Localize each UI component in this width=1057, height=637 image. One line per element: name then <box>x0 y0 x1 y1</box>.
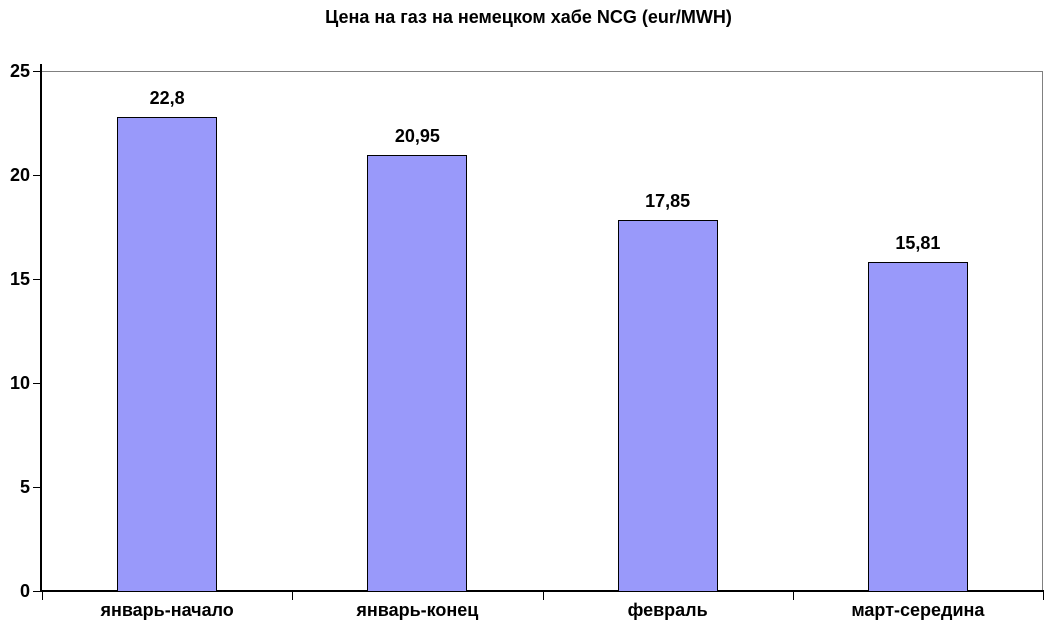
y-axis-tick <box>33 591 40 592</box>
x-axis-labels: январь-начало январь-конец февраль март-сер… <box>42 600 1043 624</box>
bar <box>117 116 218 591</box>
x-axis-tick <box>792 592 794 600</box>
bar <box>617 219 718 591</box>
y-axis-tick <box>33 487 40 488</box>
category-slot: 15,81 <box>793 71 1043 591</box>
bar <box>867 262 968 591</box>
category-slot: 20,95 <box>292 71 542 591</box>
y-axis-tick <box>33 383 40 384</box>
x-axis-category-label: февраль <box>627 600 708 620</box>
x-axis-tick <box>292 592 294 600</box>
x-axis-category-label: январь-начало <box>100 600 234 620</box>
y-axis-line <box>40 64 42 592</box>
y-axis-tick <box>33 175 40 176</box>
y-axis-tick-label: 5 <box>19 477 30 497</box>
bars-container: 22,8 20,95 17,85 15,81 <box>42 71 1043 591</box>
x-axis-tick <box>42 592 43 600</box>
x-axis-line <box>40 590 1044 592</box>
category-slot: 17,85 <box>543 71 793 591</box>
bar <box>367 155 468 591</box>
y-axis-tick-label: 10 <box>9 373 30 393</box>
bar-value-label: 20,95 <box>394 126 440 147</box>
plot-area <box>42 71 1043 591</box>
y-axis-tick-label: 15 <box>9 269 30 289</box>
x-axis-category-label: январь-конец <box>356 600 479 620</box>
bar-value-label: 17,85 <box>645 190 691 211</box>
y-axis-tick <box>33 71 40 72</box>
chart-title: Цена на газ на немецком хабе NCG (eur/MW… <box>325 7 732 27</box>
y-axis-tick <box>33 279 40 280</box>
y-axis-tick-label: 25 <box>9 61 30 81</box>
x-axis-category-label: март-середина <box>851 600 985 620</box>
category-slot: 22,8 <box>42 71 292 591</box>
bar-value-label: 15,81 <box>895 233 941 254</box>
y-axis-tick-label: 0 <box>19 581 30 601</box>
x-axis-tick <box>542 592 544 600</box>
y-axis-tick-label: 20 <box>9 165 30 185</box>
bar-value-label: 22,8 <box>149 87 185 108</box>
x-axis-tick <box>1043 592 1044 600</box>
